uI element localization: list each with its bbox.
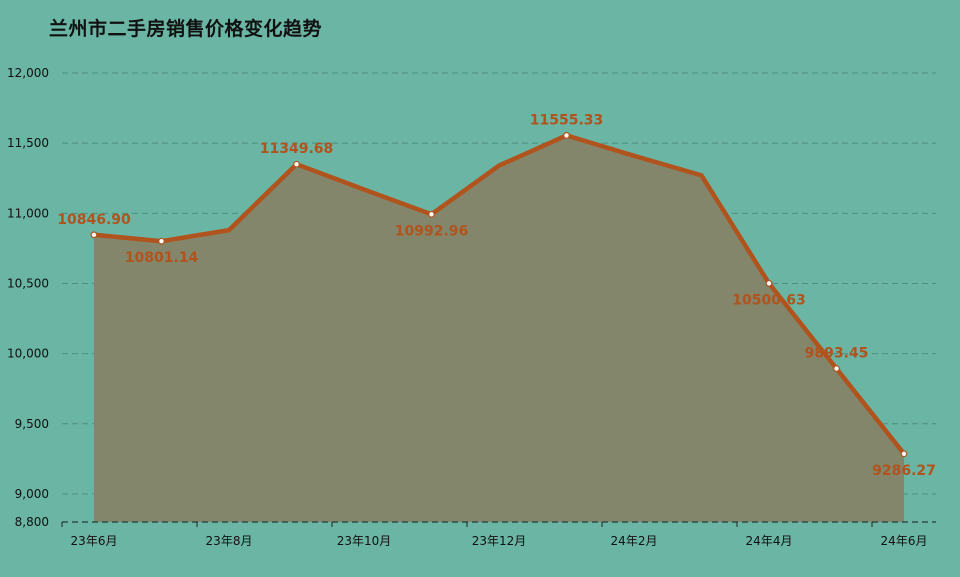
data-point — [900, 450, 908, 458]
axes: 8,800 9,000 9,500 10,000 10,500 11,000 11,500 1… — [7, 66, 936, 548]
data-label: 11555.33 — [530, 112, 604, 128]
data-label: 9893.45 — [805, 346, 869, 362]
data-point — [293, 160, 300, 168]
y-tick-label: 11,000 — [7, 206, 49, 220]
data-label: 10992.96 — [395, 223, 469, 239]
area-layer — [94, 135, 904, 522]
data-point — [90, 231, 98, 239]
chart-title: 兰州市二手房销售价格变化趋势 — [49, 18, 323, 40]
y-tick-label: 10,500 — [7, 276, 49, 290]
x-tick-label: 23年6月 — [71, 534, 118, 548]
data-point — [428, 210, 435, 218]
y-tick-label: 9,500 — [15, 417, 49, 431]
data-point — [765, 279, 773, 287]
y-tick-label: 8,800 — [15, 515, 49, 529]
y-tick-label: 9,000 — [15, 487, 49, 501]
points-layer — [90, 131, 908, 458]
y-tick-label: 12,000 — [7, 66, 49, 80]
x-tick-label: 24年4月 — [746, 534, 793, 548]
data-label: 10846.90 — [57, 212, 131, 228]
data-label: 10500.63 — [732, 292, 806, 308]
x-tick-label: 23年10月 — [337, 534, 392, 548]
data-point — [833, 365, 840, 372]
data-label: 11349.68 — [260, 141, 334, 157]
data-point — [563, 131, 570, 139]
data-point — [158, 237, 165, 245]
y-tick-label: 10,000 — [7, 347, 49, 361]
x-tick-label: 23年12月 — [472, 534, 527, 548]
data-label: 9286.27 — [872, 463, 936, 479]
x-tick-label: 24年6月 — [881, 534, 928, 548]
y-tick-label: 11,500 — [7, 136, 49, 150]
x-tick-label: 24年2月 — [611, 534, 658, 548]
data-label: 10801.14 — [125, 250, 199, 266]
price-area-fill — [94, 135, 904, 522]
x-tick-label: 23年8月 — [206, 534, 253, 548]
labels-layer: 10846.90 10801.14 11349.68 10992.96 11555.33… — [57, 112, 936, 478]
